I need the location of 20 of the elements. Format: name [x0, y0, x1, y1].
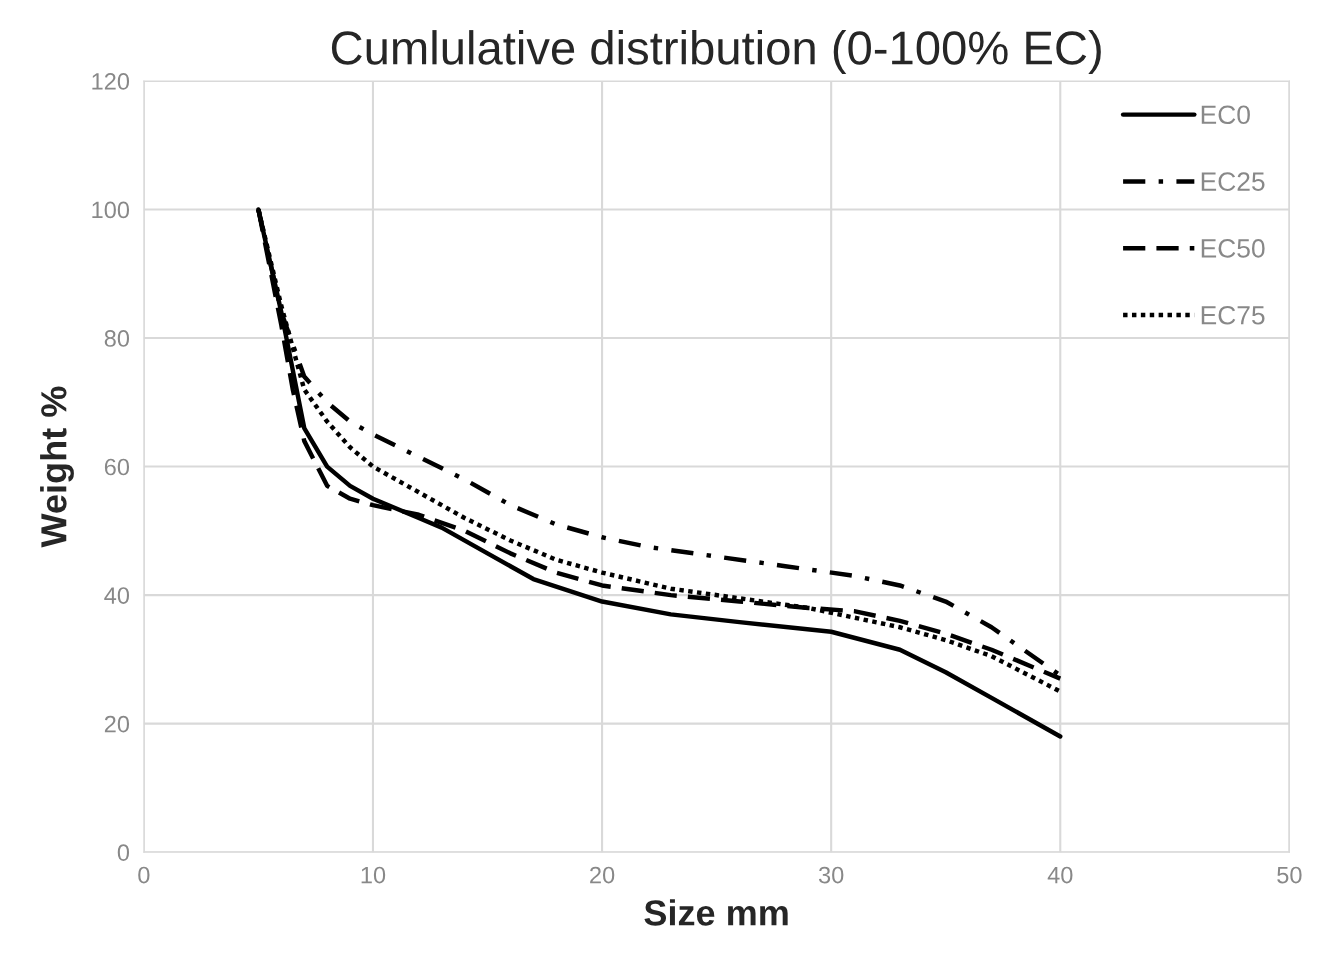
y-tick-label: 20	[104, 715, 130, 733]
y-tick-label: 120	[92, 73, 130, 90]
legend-label: EC0	[1201, 105, 1250, 125]
x-tick-label: 50	[1277, 866, 1302, 884]
legend-label: EC75	[1201, 305, 1265, 325]
y-tick-label: 80	[104, 330, 130, 347]
y-tick-label: 100	[92, 201, 130, 219]
x-tick-label: 0	[138, 866, 150, 884]
x-tick-label: 20	[590, 866, 615, 884]
y-tick-label: 40	[104, 587, 130, 604]
chart-title: Cumlulative distribution (0-100% EC)	[331, 30, 1101, 75]
legend-label: EC50	[1201, 239, 1265, 258]
x-axis-title: Size mm	[644, 899, 788, 926]
legend-label: EC25	[1201, 172, 1265, 191]
y-tick-label: 60	[104, 458, 130, 476]
x-tick-label: 40	[1047, 866, 1073, 884]
x-tick-label: 30	[818, 866, 844, 884]
y-tick-label: 0	[117, 844, 130, 861]
y-axis-title: Weight %	[40, 386, 74, 548]
x-tick-label: 10	[361, 866, 386, 884]
